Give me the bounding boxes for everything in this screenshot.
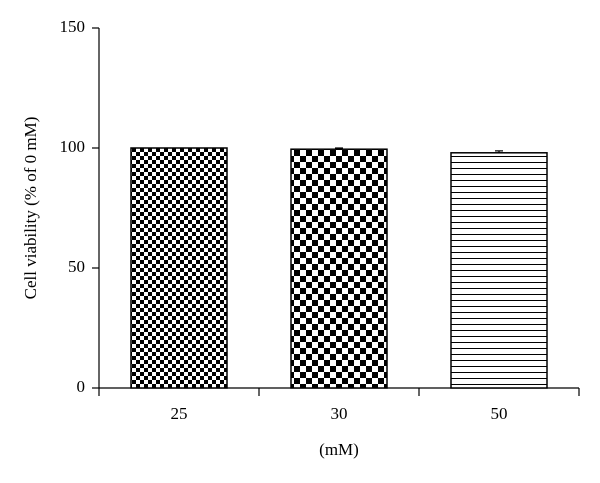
y-tick-label: 0 <box>77 377 86 396</box>
y-tick-label: 50 <box>68 257 85 276</box>
bar <box>130 147 228 389</box>
x-tick-label: 50 <box>491 404 508 423</box>
y-tick-label: 150 <box>60 17 86 36</box>
y-tick-label: 100 <box>60 137 86 156</box>
x-axis-ticks <box>98 388 580 396</box>
bar <box>290 148 388 389</box>
x-tick-label: 30 <box>331 404 348 423</box>
bar <box>450 152 548 389</box>
y-axis-label: Cell viability (% of 0 mM) <box>21 117 40 300</box>
x-axis-label: (mM) <box>319 440 359 459</box>
x-tick-label: 25 <box>171 404 188 423</box>
